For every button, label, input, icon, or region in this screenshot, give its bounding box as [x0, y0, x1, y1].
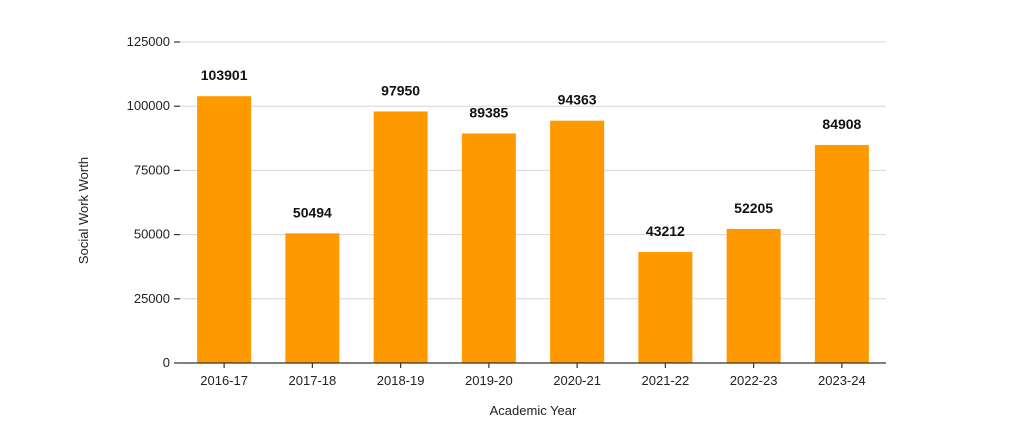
x-tick-label: 2018-19 — [377, 373, 425, 388]
bar — [373, 111, 428, 363]
bar — [461, 133, 516, 363]
value-label: 50494 — [293, 204, 332, 220]
x-tick-label: 2023-24 — [818, 373, 866, 388]
x-axis-ticks: 2016-17 2017-18 2018-19 2019-20 2020-21 2021-… — [200, 363, 866, 388]
value-label: 97950 — [381, 82, 420, 98]
y-tick-label: 0 — [163, 355, 170, 370]
y-axis-ticks: 0 25000 50000 75000 100000 125000 — [127, 34, 180, 370]
value-labels: 103901 50494 97950 89385 94363 43212 52205 8490… — [201, 67, 862, 239]
x-tick-label: 2022-23 — [730, 373, 778, 388]
value-label: 52205 — [734, 200, 773, 216]
bar — [197, 96, 252, 363]
value-label: 103901 — [201, 67, 248, 83]
x-tick-label: 2017-18 — [289, 373, 337, 388]
x-axis-title: Academic Year — [490, 403, 577, 418]
value-label: 43212 — [646, 223, 685, 239]
x-tick-label: 2016-17 — [200, 373, 248, 388]
x-tick-label: 2019-20 — [465, 373, 513, 388]
y-tick-label: 125000 — [127, 34, 170, 49]
bars — [197, 96, 869, 364]
value-label: 94363 — [558, 92, 597, 108]
y-tick-label: 100000 — [127, 98, 170, 113]
y-tick-label: 75000 — [134, 162, 170, 177]
y-tick-label: 50000 — [134, 227, 170, 242]
x-tick-label: 2021-22 — [642, 373, 690, 388]
y-axis-title: Social Work Worth — [76, 157, 91, 264]
bar — [285, 233, 340, 363]
bar — [550, 120, 605, 364]
x-tick-label: 2020-21 — [553, 373, 601, 388]
value-label: 84908 — [822, 116, 861, 132]
bar — [638, 252, 693, 363]
value-label: 89385 — [469, 104, 508, 120]
bar — [726, 228, 781, 363]
bar — [814, 144, 869, 363]
y-tick-label: 25000 — [134, 291, 170, 306]
